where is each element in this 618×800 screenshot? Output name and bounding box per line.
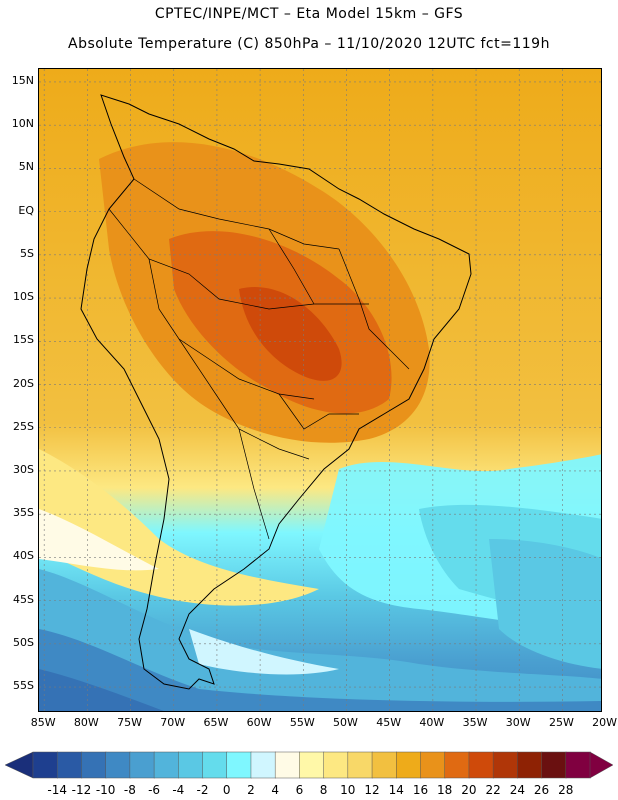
field-south-cold xyxy=(39,569,601,711)
lat-tick-label: 20S xyxy=(13,376,34,390)
colorbar-tick-label: -4 xyxy=(172,783,185,797)
colorbar-tick-label: 12 xyxy=(364,783,380,797)
colorbar-swatch xyxy=(153,751,180,779)
colorbar-tick-label: 22 xyxy=(485,783,501,797)
lon-tick-label: 75W xyxy=(117,716,142,729)
field-midlat-cream xyxy=(39,509,159,571)
chart-title-line1: CPTEC/INPE/MCT – Eta Model 15km – GFS xyxy=(154,6,464,22)
colorbar-tick-label: 2 xyxy=(247,783,255,797)
colorbar-swatch xyxy=(129,751,155,779)
lat-tick-label: 30S xyxy=(13,462,34,476)
colorbar-swatch xyxy=(420,751,446,779)
colorbar-swatch xyxy=(541,751,567,779)
colorbar-tick-label: 0 xyxy=(222,783,231,797)
lat-tick-label: 40S xyxy=(13,549,34,563)
lon-tick-label: 65W xyxy=(203,716,229,729)
lat-tick-label: 25S xyxy=(13,419,34,433)
lon-tick-label: 30W xyxy=(505,716,531,729)
colorbar-swatch xyxy=(81,751,107,779)
colorbar-min-arrow xyxy=(4,751,34,779)
field-continent-hotspot xyxy=(239,287,342,381)
colorbar-swatch xyxy=(250,751,276,779)
lon-tick-label: 55W xyxy=(289,716,315,729)
lat-tick-label: 5N xyxy=(18,160,34,174)
lon-tick-label: 60W xyxy=(246,716,272,729)
lat-tick-label: 15N xyxy=(11,73,34,87)
colorbar-swatch xyxy=(565,751,591,779)
lat-tick-label: 10S xyxy=(13,290,34,304)
colorbar-swatch xyxy=(299,751,325,779)
field-south-colder xyxy=(39,629,601,711)
lat-tick-label: EQ xyxy=(18,203,34,217)
colorbar-swatch xyxy=(323,751,349,779)
colorbar-swatch xyxy=(32,751,58,779)
chart-title-line2: Absolute Temperature (C) 850hPa – 11/10/… xyxy=(68,36,550,52)
lat-tick-label: 35S xyxy=(13,506,34,520)
political-borders xyxy=(108,178,410,540)
colorbar-tick-label: 26 xyxy=(533,783,550,797)
colorbar-swatch xyxy=(274,751,301,779)
colorbar-tick-label: 10 xyxy=(340,783,356,797)
lon-tick-label: 35W xyxy=(462,716,488,729)
colorbar-max-arrow xyxy=(589,751,614,779)
colorbar-tick-label: -14 xyxy=(47,783,67,797)
colorbar-tick-label: 16 xyxy=(412,783,429,797)
colorbar-swatch xyxy=(226,751,252,779)
colorbar-swatch xyxy=(105,751,131,779)
colorbar-swatch xyxy=(178,751,204,779)
graticule xyxy=(39,69,601,711)
colorbar-swatch xyxy=(444,751,470,779)
lat-tick-label: 5S xyxy=(20,246,34,260)
colorbar-tick-label: -10 xyxy=(95,783,116,797)
colorbar-tick-label: 14 xyxy=(388,783,404,797)
colorbar-tick-label: -8 xyxy=(123,783,136,797)
field-southwest-deep xyxy=(39,669,164,711)
colorbar-tick-label: -6 xyxy=(148,783,161,797)
lon-tick-label: 20W xyxy=(592,716,618,729)
field-patagonia-pale xyxy=(189,629,339,675)
colorbar-tick-label: 20 xyxy=(461,783,477,797)
lat-tick-label: 50S xyxy=(13,635,34,649)
colorbar xyxy=(4,751,614,779)
lon-tick-label: 25W xyxy=(548,716,574,729)
colorbar-tick-label: 28 xyxy=(558,783,574,797)
colorbar-tick-label: 8 xyxy=(319,783,328,797)
coastline-south-america xyxy=(80,94,472,690)
lon-tick-label: 45W xyxy=(376,716,402,729)
colorbar-swatch xyxy=(492,751,519,779)
colorbar-swatch xyxy=(517,751,543,779)
lon-tick-label: 80W xyxy=(73,716,99,729)
field-ocean-blue xyxy=(489,539,601,669)
colorbar-tick-label: 24 xyxy=(509,783,525,797)
lon-tick-label: 50W xyxy=(333,716,358,729)
colorbar-swatch xyxy=(396,751,422,779)
lat-tick-label: 45S xyxy=(13,592,34,606)
lat-tick-label: 10N xyxy=(11,117,34,131)
temperature-map xyxy=(39,69,601,711)
colorbar-swatch xyxy=(56,751,83,779)
lat-tick-label: 55S xyxy=(13,679,34,693)
lon-tick-label: 70W xyxy=(160,716,186,729)
colorbar-swatch xyxy=(347,751,373,779)
colorbar-tick-label: 4 xyxy=(271,783,279,797)
colorbar-swatch xyxy=(202,751,228,779)
lat-tick-label: 15S xyxy=(13,333,34,347)
colorbar-tick-label: -12 xyxy=(71,783,92,797)
lon-tick-label: 85W xyxy=(30,716,56,729)
colorbar-swatch xyxy=(468,751,494,779)
colorbar-swatch xyxy=(371,751,398,779)
colorbar-tick-label: 6 xyxy=(295,783,304,797)
colorbar-tick-label: 18 xyxy=(437,783,453,797)
map-panel[interactable] xyxy=(38,68,602,712)
colorbar-tick-label: -2 xyxy=(196,783,209,797)
lon-tick-label: 40W xyxy=(419,716,445,729)
